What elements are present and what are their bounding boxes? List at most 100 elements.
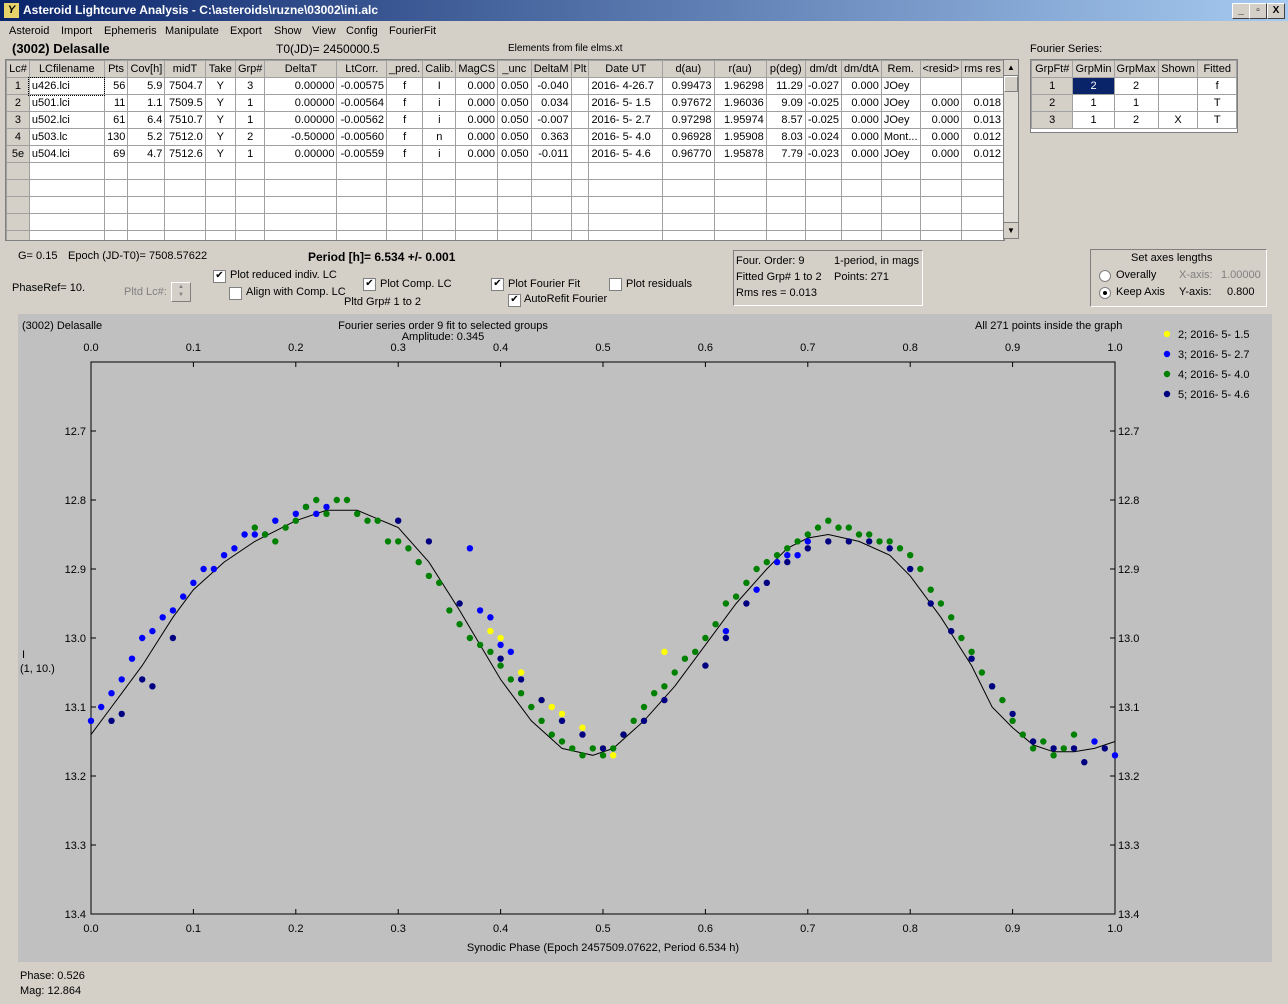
- table-cell[interactable]: [455, 196, 499, 214]
- table-cell[interactable]: 2016- 5- 2.7: [588, 111, 664, 129]
- column-header[interactable]: Plt: [570, 60, 590, 78]
- table-cell[interactable]: [28, 213, 105, 231]
- table-cell[interactable]: 1.1: [127, 94, 166, 112]
- table-cell[interactable]: [570, 77, 590, 95]
- table-cell[interactable]: [961, 230, 1004, 240]
- column-header[interactable]: MagCS: [455, 60, 499, 78]
- table-cell[interactable]: 7510.7: [164, 111, 206, 129]
- table-cell[interactable]: [765, 162, 806, 180]
- table-cell[interactable]: i: [422, 111, 457, 129]
- table-cell[interactable]: 11: [103, 94, 129, 112]
- table-row[interactable]: 3 u502.lci 61 6.4 7510.7 Y 1 0.00000 -0.00562 f i 0…: [6, 111, 1004, 129]
- table-cell[interactable]: [961, 77, 1004, 95]
- table-cell[interactable]: [570, 145, 590, 163]
- table-cell[interactable]: f: [386, 145, 424, 163]
- table-cell[interactable]: [422, 213, 457, 231]
- table-cell[interactable]: -0.025: [804, 94, 843, 112]
- table-cell[interactable]: 2: [1113, 77, 1159, 95]
- table-cell[interactable]: I: [422, 77, 457, 95]
- table-cell[interactable]: [919, 77, 963, 95]
- table-cell[interactable]: [6, 162, 30, 180]
- table-cell[interactable]: -0.025: [804, 111, 843, 129]
- table-cell[interactable]: 8.03: [765, 128, 806, 146]
- table-cell[interactable]: Mont...: [880, 128, 921, 146]
- table-cell[interactable]: [588, 196, 664, 214]
- table-cell[interactable]: -0.00564: [336, 94, 388, 112]
- table-cell[interactable]: [713, 179, 767, 197]
- table-cell[interactable]: JOey: [880, 94, 921, 112]
- column-header[interactable]: d(au): [662, 60, 715, 78]
- table-cell[interactable]: 11.29: [765, 77, 806, 95]
- table-cell[interactable]: Y: [204, 128, 236, 146]
- table-cell[interactable]: [455, 179, 499, 197]
- menu-config[interactable]: Config: [346, 25, 378, 37]
- table-cell[interactable]: [164, 196, 206, 214]
- yaxis-value[interactable]: 0.800: [1227, 286, 1255, 298]
- table-cell[interactable]: [127, 230, 166, 240]
- column-header[interactable]: dm/dt: [804, 60, 843, 78]
- column-header[interactable]: <resid>: [919, 60, 963, 78]
- spin-down-icon[interactable]: ▼: [178, 292, 184, 298]
- table-cell[interactable]: 0.000: [919, 145, 963, 163]
- table-cell[interactable]: 56: [103, 77, 129, 95]
- table-cell[interactable]: 0.99473: [662, 77, 715, 95]
- table-cell[interactable]: u502.lci: [28, 111, 105, 129]
- table-cell[interactable]: 2016- 5- 4.0: [588, 128, 664, 146]
- table-cell[interactable]: [204, 230, 236, 240]
- table-cell[interactable]: [497, 179, 532, 197]
- table-cell[interactable]: [570, 213, 590, 231]
- table-cell[interactable]: [919, 196, 963, 214]
- table-cell[interactable]: [6, 179, 30, 197]
- column-header[interactable]: LtCorr.: [336, 60, 388, 78]
- menu-manipulate[interactable]: Manipulate: [165, 25, 219, 37]
- table-cell[interactable]: [127, 213, 166, 231]
- table-cell[interactable]: 2: [234, 128, 266, 146]
- table-cell[interactable]: 0.012: [961, 128, 1004, 146]
- table-cell[interactable]: 0.050: [497, 94, 532, 112]
- table-cell[interactable]: [570, 111, 590, 129]
- empty-row[interactable]: [6, 179, 1004, 197]
- table-cell[interactable]: 7504.7: [164, 77, 206, 95]
- table-cell[interactable]: [804, 162, 843, 180]
- plot-area[interactable]: 0.0 0.0 0.1 0.1 0.2 0.2 0.3 0.3 0.4 0.4 0.5 0.5 0.6 0…: [18, 314, 1272, 962]
- table-cell[interactable]: [713, 162, 767, 180]
- table-cell[interactable]: [127, 179, 166, 197]
- table-cell[interactable]: 0.96770: [662, 145, 715, 163]
- table-cell[interactable]: 7512.6: [164, 145, 206, 163]
- row-header[interactable]: 2: [1031, 94, 1074, 112]
- table-cell[interactable]: [880, 162, 921, 180]
- table-cell[interactable]: f: [386, 111, 424, 129]
- table-cell[interactable]: 1.95974: [713, 111, 767, 129]
- table-cell[interactable]: [662, 196, 715, 214]
- column-header[interactable]: _pred.: [386, 60, 424, 78]
- table-row[interactable]: 4 u503.lc 130 5.2 7512.0 Y 2 -0.50000 -0.00560 f n…: [6, 128, 1004, 146]
- table-cell[interactable]: 0.000: [841, 128, 882, 146]
- table-cell[interactable]: [530, 162, 572, 180]
- empty-row[interactable]: [6, 213, 1004, 231]
- table-cell[interactable]: [880, 196, 921, 214]
- column-header[interactable]: Shown: [1157, 60, 1199, 78]
- align-comp-checkbox[interactable]: [229, 287, 242, 300]
- column-header[interactable]: _unc: [497, 60, 532, 78]
- table-cell[interactable]: [497, 162, 532, 180]
- table-cell[interactable]: [880, 213, 921, 231]
- table-cell[interactable]: -0.00562: [336, 111, 388, 129]
- table-cell[interactable]: 0.96928: [662, 128, 715, 146]
- table-cell[interactable]: f: [386, 77, 424, 95]
- scroll-thumb[interactable]: [1004, 76, 1018, 92]
- table-cell[interactable]: u501.lci: [28, 94, 105, 112]
- table-cell[interactable]: 0.000: [841, 77, 882, 95]
- table-cell[interactable]: [422, 196, 457, 214]
- table-cell[interactable]: [234, 213, 266, 231]
- table-cell[interactable]: -0.007: [530, 111, 572, 129]
- table-cell[interactable]: [127, 196, 166, 214]
- row-header[interactable]: 3: [6, 111, 30, 129]
- menu-ephemeris[interactable]: Ephemeris: [104, 25, 157, 37]
- table-cell[interactable]: [497, 230, 532, 240]
- table-cell[interactable]: [204, 162, 236, 180]
- table-cell[interactable]: [961, 196, 1004, 214]
- table-cell[interactable]: [386, 196, 424, 214]
- table-cell[interactable]: 0.000: [919, 128, 963, 146]
- scroll-down-arrow-icon[interactable]: ▼: [1004, 222, 1018, 238]
